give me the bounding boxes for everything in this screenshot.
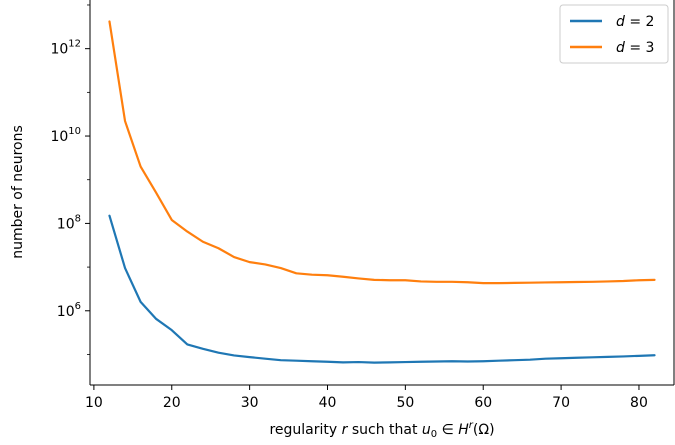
y-tick-label: 1012 — [50, 39, 81, 58]
y-ticks: 106 108 1010 1012 — [50, 4, 90, 355]
legend: d = 2 d = 3 — [559, 4, 669, 64]
x-tick-label: 20 — [163, 395, 181, 411]
x-tick-label: 30 — [241, 395, 259, 411]
x-axis-label: regularity r such that u0 ∈ Hr(Ω) — [269, 420, 494, 440]
series-line-d2 — [108, 214, 656, 364]
series-line-d3 — [108, 20, 656, 285]
series-layer — [108, 20, 656, 364]
y-tick-label: 1010 — [50, 126, 81, 145]
legend-label-d2: d = 2 — [616, 14, 654, 30]
y-axis-label: number of neurons — [10, 125, 26, 259]
legend-box — [559, 4, 669, 64]
x-tick-label: 80 — [630, 395, 648, 411]
x-tick-label: 50 — [396, 395, 414, 411]
x-tick-label: 60 — [474, 395, 492, 411]
x-tick-label: 10 — [85, 395, 103, 411]
y-tick-label: 106 — [57, 301, 81, 320]
y-tick-label: 108 — [57, 213, 81, 232]
x-tick-label: 70 — [552, 395, 570, 411]
x-tick-label: 40 — [319, 395, 337, 411]
x-ticks: 10 20 30 40 50 60 70 80 — [85, 385, 648, 411]
legend-label-d3: d = 3 — [616, 40, 654, 56]
axes — [89, 0, 675, 386]
